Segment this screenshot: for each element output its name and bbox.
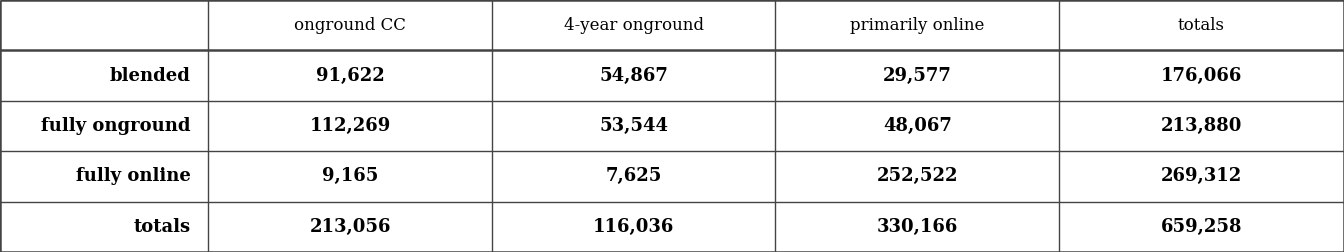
Text: 53,544: 53,544 [599,117,668,135]
Bar [208,50,492,101]
Text: 91,622: 91,622 [316,67,384,85]
Text: 330,166: 330,166 [876,218,958,236]
Text: fully onground: fully onground [42,117,191,135]
Bar [0,50,208,101]
Bar [492,101,775,151]
Text: 269,312: 269,312 [1161,167,1242,185]
Bar [0,202,208,252]
Text: 9,165: 9,165 [323,167,378,185]
Bar [1059,101,1344,151]
Text: fully online: fully online [77,167,191,185]
Bar [0,101,208,151]
Bar [775,202,1059,252]
Text: 112,269: 112,269 [309,117,391,135]
Text: 48,067: 48,067 [883,117,952,135]
Text: 4-year onground: 4-year onground [563,17,704,34]
Text: primarily online: primarily online [851,17,984,34]
Bar [1059,151,1344,202]
Bar [492,151,775,202]
Bar [0,0,208,50]
Bar [775,101,1059,151]
Text: 29,577: 29,577 [883,67,952,85]
Text: onground CC: onground CC [294,17,406,34]
Bar [775,151,1059,202]
Bar [208,101,492,151]
Bar [1059,202,1344,252]
Bar [492,0,775,50]
Text: 116,036: 116,036 [593,218,675,236]
Text: 7,625: 7,625 [606,167,661,185]
Bar [775,50,1059,101]
Text: 54,867: 54,867 [599,67,668,85]
Bar [208,151,492,202]
Text: blended: blended [110,67,191,85]
Bar [775,0,1059,50]
Text: totals: totals [133,218,191,236]
Bar [0,151,208,202]
Text: 659,258: 659,258 [1161,218,1242,236]
Bar [208,0,492,50]
Text: 176,066: 176,066 [1161,67,1242,85]
Bar [492,202,775,252]
Bar [1059,0,1344,50]
Bar [1059,50,1344,101]
Text: 252,522: 252,522 [876,167,958,185]
Text: 213,880: 213,880 [1161,117,1242,135]
Text: totals: totals [1179,17,1224,34]
Bar [492,50,775,101]
Text: 213,056: 213,056 [309,218,391,236]
Bar [208,202,492,252]
